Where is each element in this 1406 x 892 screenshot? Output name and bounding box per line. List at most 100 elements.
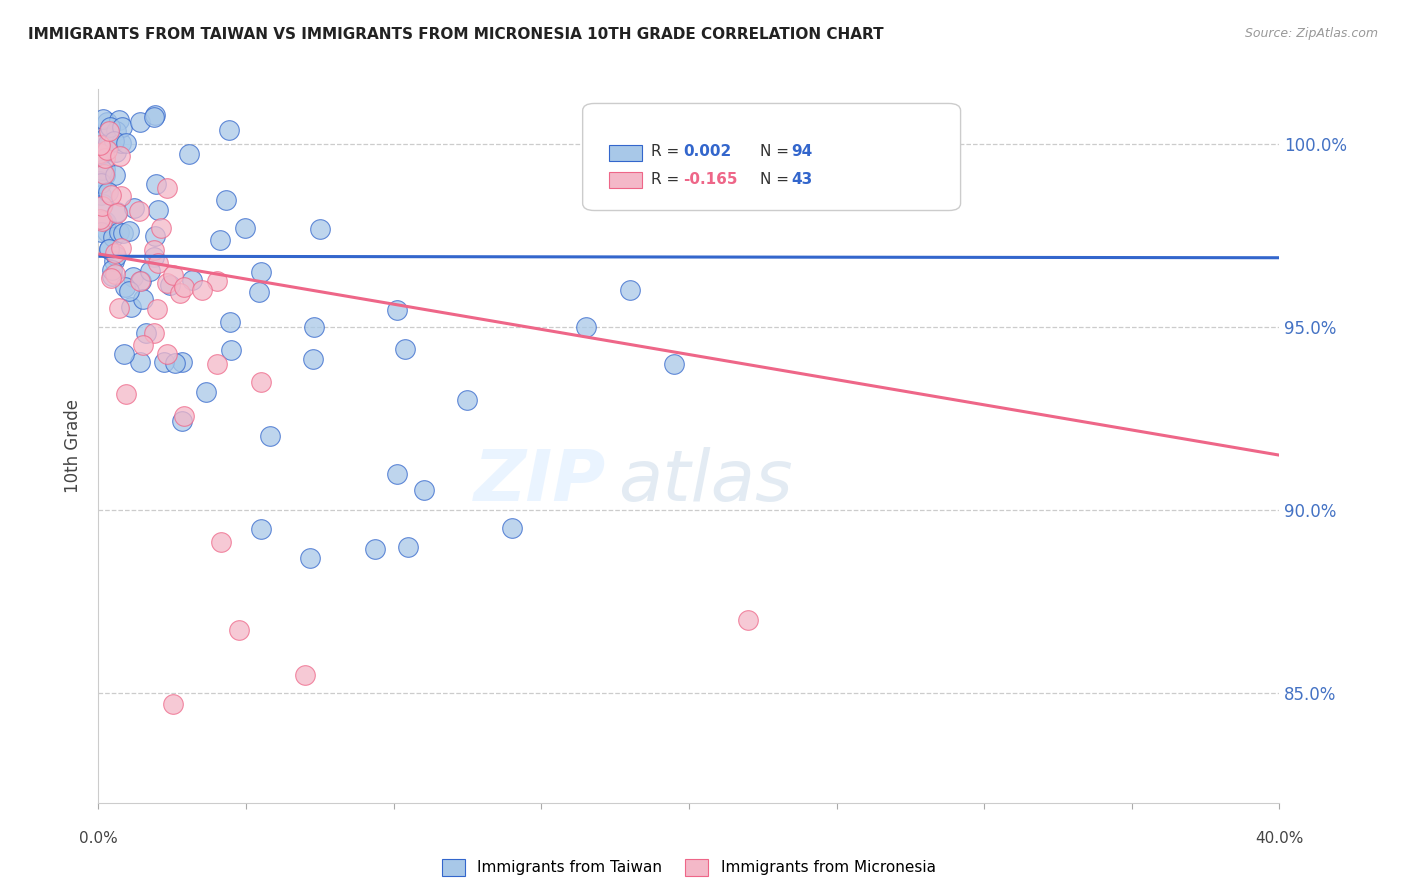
Point	[110, 149, 132, 163]
Point	[364, 541, 387, 556]
Text: R =: R =	[651, 145, 685, 160]
Point	[259, 429, 281, 443]
Point	[173, 409, 195, 423]
Point	[294, 667, 316, 681]
Point	[153, 354, 176, 368]
Text: atlas: atlas	[619, 447, 793, 516]
Point	[122, 201, 145, 215]
Text: 40.0%: 40.0%	[1256, 831, 1303, 847]
Point	[90, 163, 112, 178]
Point	[89, 174, 111, 188]
Point	[304, 320, 326, 334]
Point	[394, 343, 416, 357]
Point	[205, 274, 228, 288]
Point	[159, 277, 181, 292]
Point	[162, 268, 184, 282]
Point	[413, 483, 436, 497]
Point	[143, 229, 166, 244]
Point	[205, 357, 228, 371]
Text: 94: 94	[792, 145, 813, 160]
Point	[96, 129, 118, 144]
Point	[97, 136, 120, 151]
Point	[93, 152, 115, 166]
Point	[98, 242, 121, 256]
Point	[97, 124, 120, 138]
Point	[385, 302, 408, 317]
Point	[105, 124, 128, 138]
Text: R =: R =	[651, 171, 685, 186]
Point	[501, 521, 523, 535]
Point	[98, 120, 121, 135]
Point	[120, 300, 142, 314]
Point	[112, 226, 135, 240]
Text: -0.165: -0.165	[683, 171, 738, 186]
Point	[100, 187, 122, 202]
Legend: Immigrants from Taiwan, Immigrants from Micronesia: Immigrants from Taiwan, Immigrants from …	[436, 853, 942, 881]
Text: 0.002: 0.002	[683, 145, 731, 160]
Point	[90, 176, 112, 190]
Point	[664, 357, 686, 371]
Point	[93, 112, 115, 127]
Point	[94, 161, 117, 176]
Point	[180, 273, 202, 287]
Point	[91, 214, 114, 228]
Point	[209, 535, 232, 549]
Point	[97, 242, 120, 256]
Point	[115, 387, 138, 401]
Point	[103, 254, 125, 268]
Point	[737, 613, 759, 627]
Point	[100, 263, 122, 277]
Point	[93, 167, 115, 181]
Point	[101, 230, 124, 244]
Point	[104, 246, 127, 260]
Point	[105, 145, 128, 160]
Point	[309, 221, 332, 235]
Point	[194, 384, 217, 399]
Point	[93, 165, 115, 179]
Point	[90, 225, 112, 239]
Point	[105, 205, 128, 219]
Point	[104, 267, 127, 281]
FancyBboxPatch shape	[582, 103, 960, 211]
Point	[155, 347, 177, 361]
Point	[209, 233, 232, 247]
Point	[105, 205, 128, 219]
Point	[89, 212, 111, 227]
Point	[91, 147, 114, 161]
Point	[165, 356, 187, 370]
Point	[108, 113, 131, 128]
Point	[89, 137, 111, 152]
Text: Source: ZipAtlas.com: Source: ZipAtlas.com	[1244, 27, 1378, 40]
Point	[96, 115, 118, 129]
Point	[131, 274, 153, 288]
Point	[110, 189, 132, 203]
Point	[156, 276, 179, 290]
Point	[233, 220, 256, 235]
Point	[191, 284, 214, 298]
Point	[143, 108, 166, 122]
Point	[302, 351, 325, 366]
Point	[118, 284, 141, 298]
Point	[250, 375, 273, 389]
Point	[110, 120, 132, 134]
Point	[89, 188, 111, 202]
Point	[172, 355, 194, 369]
FancyBboxPatch shape	[609, 172, 641, 187]
Point	[250, 265, 273, 279]
Point	[143, 326, 166, 341]
Point	[134, 326, 156, 340]
Point	[110, 241, 132, 255]
Point	[115, 136, 138, 151]
Point	[122, 270, 145, 285]
Text: ZIP: ZIP	[474, 447, 606, 516]
Point	[129, 115, 152, 129]
Point	[96, 143, 118, 157]
Point	[162, 698, 184, 712]
Point	[142, 243, 165, 257]
Point	[385, 467, 408, 481]
Point	[100, 269, 122, 284]
Point	[97, 185, 120, 199]
Point	[93, 213, 115, 227]
Text: N =: N =	[759, 145, 793, 160]
Point	[108, 301, 131, 316]
